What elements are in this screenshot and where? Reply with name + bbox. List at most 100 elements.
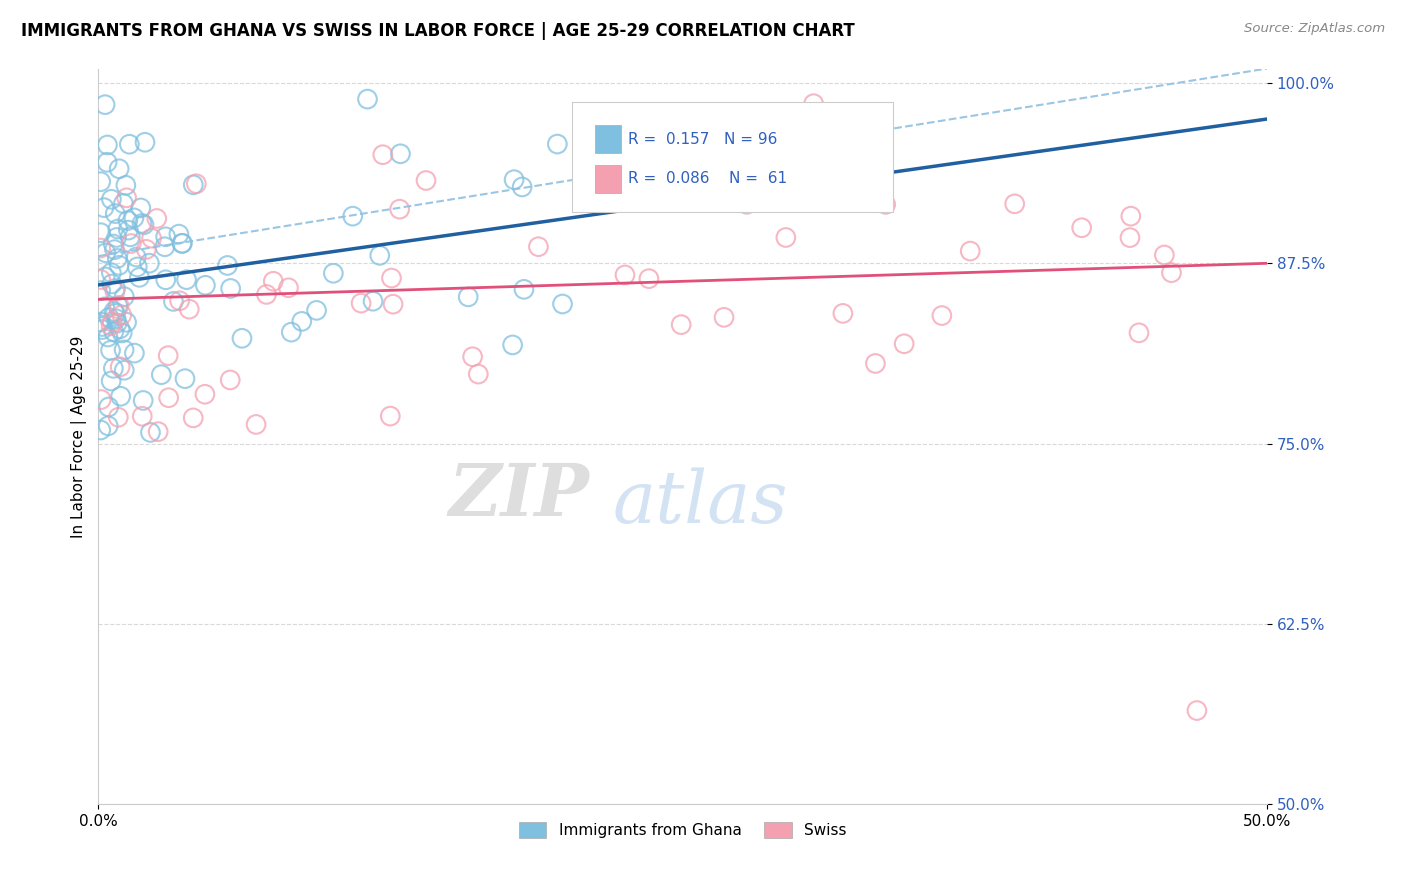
Legend: Immigrants from Ghana, Swiss: Immigrants from Ghana, Swiss xyxy=(513,816,852,845)
Point xyxy=(546,136,568,151)
Point xyxy=(1153,248,1175,262)
Point xyxy=(108,359,131,374)
Point xyxy=(322,266,344,280)
Point xyxy=(101,315,124,329)
Point xyxy=(169,293,191,308)
Point xyxy=(1160,266,1182,280)
Point xyxy=(104,281,127,295)
Point xyxy=(256,287,278,301)
Point xyxy=(103,325,125,339)
Point xyxy=(389,146,412,161)
Point xyxy=(110,389,132,403)
Point xyxy=(527,240,550,254)
Point xyxy=(103,304,125,318)
Text: ZIP: ZIP xyxy=(449,459,589,531)
Point xyxy=(135,243,157,257)
Point xyxy=(103,237,125,252)
Point xyxy=(380,409,402,423)
Point xyxy=(179,302,201,317)
Point xyxy=(101,277,124,291)
Point xyxy=(176,272,198,286)
Point xyxy=(1004,197,1026,211)
Point xyxy=(104,306,127,320)
Point xyxy=(120,230,142,244)
Point xyxy=(107,410,129,425)
Point xyxy=(638,271,661,285)
FancyBboxPatch shape xyxy=(572,102,893,212)
Point xyxy=(1070,220,1092,235)
Point xyxy=(513,282,536,296)
Text: atlas: atlas xyxy=(613,467,789,538)
Point xyxy=(457,290,479,304)
Point xyxy=(120,236,142,251)
Point xyxy=(134,135,156,149)
Point xyxy=(1119,209,1142,223)
Point xyxy=(105,252,128,266)
Point xyxy=(97,310,120,325)
Point xyxy=(350,296,373,310)
Point xyxy=(181,178,204,192)
Point xyxy=(231,331,253,345)
Point xyxy=(613,268,636,282)
Point xyxy=(90,241,112,255)
Point xyxy=(146,211,169,226)
Point xyxy=(467,367,489,381)
Point xyxy=(91,319,114,334)
Point xyxy=(157,349,180,363)
Point xyxy=(97,418,120,433)
Point xyxy=(141,231,163,245)
Point xyxy=(97,330,120,344)
Point xyxy=(90,272,112,286)
Point xyxy=(959,244,981,258)
Point xyxy=(132,393,155,408)
Point xyxy=(94,300,117,314)
Point xyxy=(90,315,112,329)
Point xyxy=(94,97,117,112)
Point xyxy=(186,177,208,191)
Point xyxy=(93,201,115,215)
Point xyxy=(148,425,170,439)
Point xyxy=(893,336,915,351)
Point xyxy=(94,245,117,260)
Point xyxy=(669,318,692,332)
Point xyxy=(219,281,242,295)
Point xyxy=(127,260,149,274)
Point xyxy=(713,310,735,325)
Bar xyxy=(595,125,621,153)
Point xyxy=(104,206,127,220)
Point xyxy=(131,409,153,424)
Point xyxy=(775,230,797,244)
Point xyxy=(245,417,267,432)
Point xyxy=(1128,326,1150,340)
Point xyxy=(100,192,122,206)
Text: R =  0.157   N = 96: R = 0.157 N = 96 xyxy=(627,132,778,146)
Point xyxy=(155,229,177,244)
Point xyxy=(128,270,150,285)
Point xyxy=(150,368,173,382)
Point xyxy=(574,194,596,208)
Point xyxy=(122,211,145,225)
Point xyxy=(277,281,299,295)
Y-axis label: In Labor Force | Age 25-29: In Labor Force | Age 25-29 xyxy=(72,335,87,538)
Point xyxy=(91,322,114,336)
Point xyxy=(100,343,122,358)
Point xyxy=(105,230,128,244)
Point xyxy=(118,137,141,152)
Point xyxy=(551,297,574,311)
Point xyxy=(115,191,138,205)
Point xyxy=(96,138,118,153)
Point xyxy=(112,196,135,211)
Point xyxy=(262,274,284,288)
Point xyxy=(380,271,402,285)
Point xyxy=(100,318,122,333)
Point xyxy=(157,391,180,405)
Point xyxy=(1185,704,1208,718)
Point xyxy=(803,96,825,111)
Point xyxy=(112,343,135,357)
Point xyxy=(174,372,197,386)
Point xyxy=(117,213,139,227)
Point xyxy=(181,410,204,425)
Point xyxy=(875,197,897,211)
Point xyxy=(90,423,112,437)
Point xyxy=(167,227,190,241)
